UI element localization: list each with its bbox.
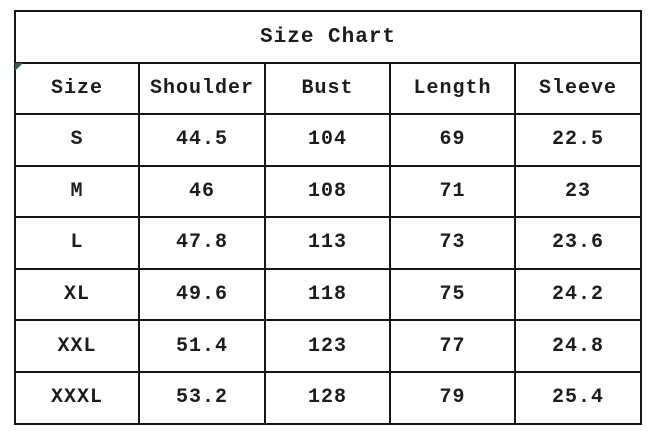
cell-bust: 113 xyxy=(264,216,391,270)
cell-bust: 123 xyxy=(264,319,391,373)
column-header-size: Size xyxy=(14,62,140,115)
cell-size: S xyxy=(14,113,140,167)
cell-shoulder: 53.2 xyxy=(138,370,266,425)
cell-length: 77 xyxy=(389,319,516,373)
table-row: S 44.5 104 69 22.5 xyxy=(14,113,643,167)
cell-bust: 104 xyxy=(264,113,391,167)
cell-sleeve: 24.2 xyxy=(513,267,643,322)
column-header-bust: Bust xyxy=(264,62,391,115)
column-header-sleeve: Sleeve xyxy=(513,62,643,115)
cell-bust: 128 xyxy=(264,370,391,425)
cell-length: 75 xyxy=(389,267,516,322)
table-row: XXL 51.4 123 77 24.8 xyxy=(14,319,643,373)
size-table-body: Size Chart Size Shoulder Bust Length Sle… xyxy=(13,10,643,425)
cell-sleeve: 25.4 xyxy=(513,370,643,425)
cell-sleeve: 24.8 xyxy=(513,319,643,373)
cell-sleeve: 23 xyxy=(513,164,643,219)
cell-sleeve: 23.6 xyxy=(513,216,643,270)
table-row: M 46 108 71 23 xyxy=(14,164,643,219)
cell-length: 79 xyxy=(389,370,516,425)
cell-shoulder: 44.5 xyxy=(138,113,266,167)
cell-size: L xyxy=(14,216,140,270)
cell-shoulder: 47.8 xyxy=(138,216,266,270)
cell-bust: 108 xyxy=(264,164,391,219)
cell-size: M xyxy=(14,164,140,219)
cell-length: 71 xyxy=(389,164,516,219)
cell-length: 69 xyxy=(389,113,516,167)
table-header-row: Size Shoulder Bust Length Sleeve xyxy=(14,62,643,115)
table-title: Size Chart xyxy=(13,10,643,64)
cell-size: XXXL xyxy=(14,370,140,425)
cell-sleeve: 22.5 xyxy=(513,113,643,167)
table-title-row: Size Chart xyxy=(13,10,643,64)
cell-length: 73 xyxy=(389,216,516,270)
table-row: L 47.8 113 73 23.6 xyxy=(14,216,643,270)
column-header-shoulder: Shoulder xyxy=(138,62,266,115)
table-row: XL 49.6 118 75 24.2 xyxy=(14,267,643,322)
cell-shoulder: 51.4 xyxy=(138,319,266,373)
cell-bust: 118 xyxy=(264,267,391,322)
size-chart-table: Size Chart Size Shoulder Bust Length Sle… xyxy=(13,10,643,425)
cell-size: XXL xyxy=(14,319,140,373)
cell-size: XL xyxy=(14,267,140,322)
cell-shoulder: 49.6 xyxy=(138,267,266,322)
cell-shoulder: 46 xyxy=(138,164,266,219)
column-header-length: Length xyxy=(389,62,516,115)
table-row: XXXL 53.2 128 79 25.4 xyxy=(14,370,643,425)
